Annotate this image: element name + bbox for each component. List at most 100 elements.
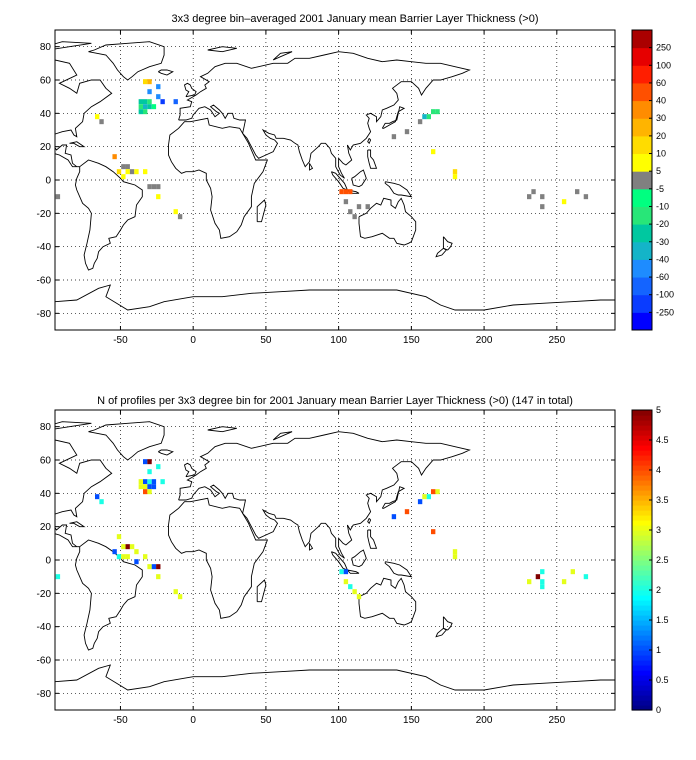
colorbar-label: 4 [656, 465, 661, 475]
colorbar-label: -20 [656, 219, 669, 229]
bin-cell [173, 99, 178, 105]
bottom-tick-labels: -50 0 50 100 150 200 250 -80 -60 -40 -20 0 20 40 60 80 [37, 410, 615, 726]
bin-cell [348, 584, 353, 590]
colorbar-segment [632, 615, 652, 621]
bin-cell [561, 579, 567, 585]
colorbar-label: 3.5 [656, 495, 669, 505]
bin-cell [160, 99, 165, 105]
bin-cell [147, 99, 152, 105]
y-tick-label: 80 [40, 42, 52, 53]
colorbar-segment [632, 206, 652, 225]
coastline [442, 616, 453, 631]
colorbar-segment [632, 540, 652, 546]
colorbar-label: -5 [656, 184, 664, 194]
bin-cell [143, 459, 148, 465]
colorbar-segment [632, 485, 652, 491]
bin-cell [426, 114, 431, 120]
colorbar-segment [632, 82, 652, 102]
coastline [178, 431, 471, 559]
coastline [158, 449, 174, 456]
bin-cell [125, 544, 130, 550]
coastline [358, 197, 417, 246]
colorbar-segment [632, 445, 652, 451]
colorbar-label: 2.5 [656, 555, 669, 565]
bin-cell [452, 174, 458, 180]
bin-cell [156, 574, 161, 580]
bin-cell [540, 579, 545, 585]
bin-cell [147, 484, 152, 490]
bin-cell [156, 464, 161, 470]
bin-cell [125, 169, 130, 175]
bottom-chart-title: N of profiles per 3x3 degree bin for 200… [97, 395, 573, 407]
coastline [351, 169, 367, 188]
colorbar-label: 40 [656, 96, 666, 106]
colorbar-segment [632, 259, 652, 278]
colorbar-segment [632, 550, 652, 556]
coastline [367, 138, 372, 145]
bin-cell [343, 189, 349, 195]
coastline [256, 199, 267, 223]
coastline [347, 569, 360, 574]
colorbar-segment [632, 580, 652, 586]
bin-cell [343, 579, 349, 585]
top-colorbar: -250 -100 -60 -40 -30 -20 -10 -5 5 10 20 30 40 60 100 2… [631, 29, 674, 331]
bin-cell [147, 459, 152, 465]
colorbar-segment [632, 670, 652, 676]
bin-cell [531, 189, 536, 195]
colorbar-segment [632, 430, 652, 436]
x-tick-label: 50 [260, 715, 272, 726]
colorbar-segment [632, 705, 652, 711]
x-tick-label: 250 [548, 335, 565, 346]
colorbar-segment [632, 640, 652, 646]
bin-cell [151, 484, 157, 490]
bin-cell [570, 569, 575, 575]
colorbar-segment [632, 294, 652, 313]
bin-cell [431, 109, 436, 115]
colorbar-segment [632, 500, 652, 506]
colorbar-label: 250 [656, 43, 671, 53]
top-bins [55, 79, 589, 220]
colorbar-segment [632, 277, 652, 296]
bin-cell [147, 104, 152, 110]
colorbar-segment [632, 695, 652, 701]
bin-cell [112, 154, 117, 160]
coastline [55, 421, 92, 430]
coastline [183, 82, 197, 98]
bin-cell [343, 199, 349, 205]
bin-cell [356, 204, 362, 210]
colorbar-label: -30 [656, 237, 669, 247]
bin-cell [147, 184, 152, 190]
bin-cell [540, 194, 545, 200]
colorbar-segment [632, 655, 652, 661]
bin-cell [417, 119, 423, 125]
colorbar-segment [632, 470, 652, 476]
bin-cell [422, 494, 427, 500]
colorbar-label: 10 [656, 149, 666, 159]
coastline [330, 551, 349, 571]
top-coastlines [55, 41, 615, 311]
colorbar-label: -40 [656, 254, 669, 264]
coastline [351, 549, 367, 568]
bin-cell [173, 589, 178, 595]
bin-cell [156, 84, 161, 90]
colorbar-segment [632, 465, 652, 471]
colorbar-label: 5 [656, 166, 661, 176]
colorbar-segment [632, 455, 652, 461]
colorbar-segment [632, 420, 652, 426]
coastline [384, 181, 413, 198]
y-tick-label: -80 [37, 309, 52, 320]
coastline [88, 41, 165, 81]
bin-cell [138, 479, 143, 485]
coastline [55, 664, 615, 691]
colorbar-segment [632, 525, 652, 531]
colorbar-label: 1.5 [656, 615, 669, 625]
colorbar-segment [632, 505, 652, 511]
coastline [158, 69, 174, 76]
colorbar-label: 60 [656, 78, 666, 88]
colorbar-segment [632, 610, 652, 616]
x-tick-label: 100 [330, 335, 347, 346]
bin-cell [156, 184, 161, 190]
colorbar-segment [632, 545, 652, 551]
colorbar-segment [632, 675, 652, 681]
coastline [442, 236, 453, 251]
